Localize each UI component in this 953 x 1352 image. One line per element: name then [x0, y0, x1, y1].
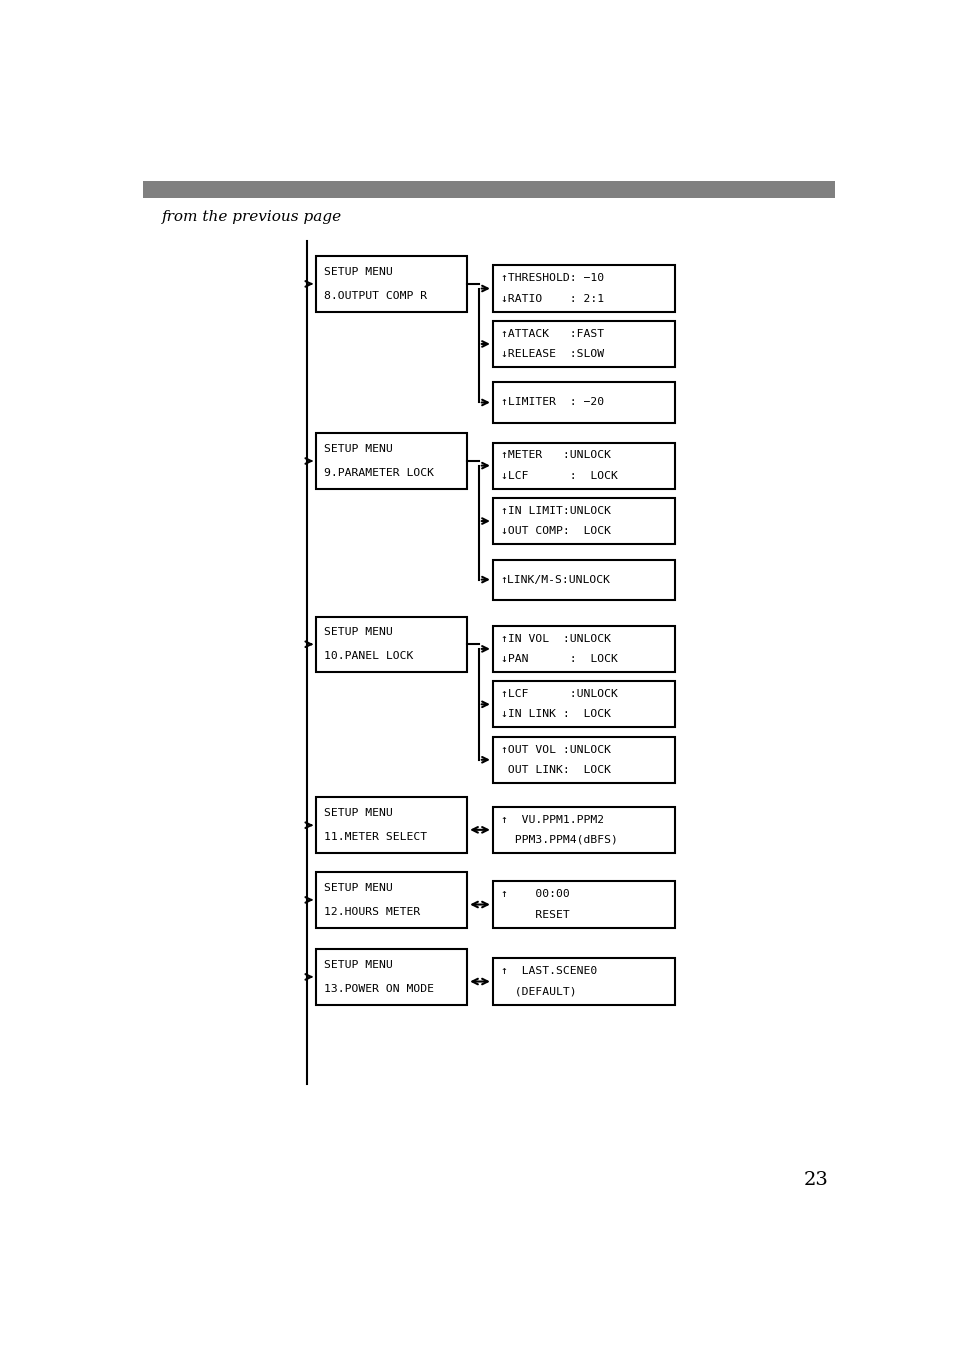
Text: 12.HOURS METER: 12.HOURS METER	[323, 907, 419, 917]
Bar	[493, 737, 674, 783]
Text: SETUP MENU: SETUP MENU	[323, 808, 393, 818]
Bar	[493, 320, 674, 366]
Text: ↑OUT VOL :UNLOCK: ↑OUT VOL :UNLOCK	[500, 745, 610, 754]
Text: SETUP MENU: SETUP MENU	[323, 883, 393, 892]
Text: ↑IN LIMIT:UNLOCK: ↑IN LIMIT:UNLOCK	[500, 506, 610, 516]
Bar	[142, 181, 835, 199]
Text: (DEFAULT): (DEFAULT)	[500, 987, 576, 996]
Bar	[493, 959, 674, 1005]
Text: ↑LINK/M-S:UNLOCK: ↑LINK/M-S:UNLOCK	[500, 575, 610, 584]
Text: ↑  LAST.SCENE0: ↑ LAST.SCENE0	[500, 967, 597, 976]
Text: ↑METER   :UNLOCK: ↑METER :UNLOCK	[500, 450, 610, 461]
Bar	[493, 560, 674, 599]
Text: ↓LCF      :  LOCK: ↓LCF : LOCK	[500, 470, 617, 481]
Text: 9.PARAMETER LOCK: 9.PARAMETER LOCK	[323, 468, 434, 479]
Bar	[315, 617, 467, 672]
Text: OUT LINK:  LOCK: OUT LINK: LOCK	[500, 765, 610, 775]
Text: ↑IN VOL  :UNLOCK: ↑IN VOL :UNLOCK	[500, 634, 610, 644]
Bar	[315, 872, 467, 927]
Bar	[493, 882, 674, 927]
Bar	[493, 265, 674, 311]
Bar	[315, 433, 467, 488]
Text: PPM3.PPM4(dBFS): PPM3.PPM4(dBFS)	[500, 836, 617, 845]
Text: ↓PAN      :  LOCK: ↓PAN : LOCK	[500, 654, 617, 664]
Text: SETUP MENU: SETUP MENU	[323, 960, 393, 969]
Bar	[493, 807, 674, 853]
Bar	[315, 256, 467, 311]
Text: ↑  VU.PPM1.PPM2: ↑ VU.PPM1.PPM2	[500, 815, 603, 825]
Text: SETUP MENU: SETUP MENU	[323, 443, 393, 454]
Text: ↑    00:00: ↑ 00:00	[500, 890, 569, 899]
Text: 23: 23	[802, 1171, 827, 1190]
Text: ↓RATIO    : 2:1: ↓RATIO : 2:1	[500, 293, 603, 304]
Text: ↑LIMITER  : −20: ↑LIMITER : −20	[500, 397, 603, 407]
Text: ↓RELEASE  :SLOW: ↓RELEASE :SLOW	[500, 349, 603, 360]
Bar	[493, 383, 674, 422]
Bar	[493, 626, 674, 672]
Text: ↑THRESHOLD: −10: ↑THRESHOLD: −10	[500, 273, 603, 284]
Text: ↓IN LINK :  LOCK: ↓IN LINK : LOCK	[500, 710, 610, 719]
Text: SETUP MENU: SETUP MENU	[323, 266, 393, 277]
Text: from the previous page: from the previous page	[162, 210, 341, 224]
Text: 8.OUTPUT COMP R: 8.OUTPUT COMP R	[323, 291, 427, 301]
Text: ↓OUT COMP:  LOCK: ↓OUT COMP: LOCK	[500, 526, 610, 537]
Text: 11.METER SELECT: 11.METER SELECT	[323, 833, 427, 842]
Bar	[493, 442, 674, 488]
Bar	[315, 949, 467, 1005]
Bar	[493, 681, 674, 727]
Bar	[315, 798, 467, 853]
Text: SETUP MENU: SETUP MENU	[323, 627, 393, 637]
Text: 10.PANEL LOCK: 10.PANEL LOCK	[323, 652, 413, 661]
Bar	[493, 498, 674, 544]
Text: RESET: RESET	[500, 910, 569, 919]
Text: ↑ATTACK   :FAST: ↑ATTACK :FAST	[500, 329, 603, 339]
Text: 13.POWER ON MODE: 13.POWER ON MODE	[323, 984, 434, 994]
Text: ↑LCF      :UNLOCK: ↑LCF :UNLOCK	[500, 690, 617, 699]
